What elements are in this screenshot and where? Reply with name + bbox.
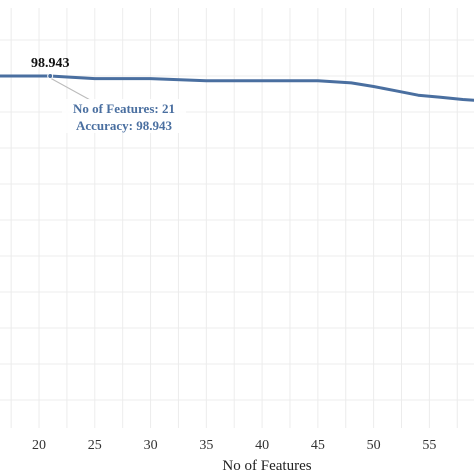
tooltip-line-accuracy: Accuracy: 98.943 — [76, 118, 173, 133]
x-tick-label: 50 — [367, 438, 381, 453]
tooltip-box — [62, 99, 186, 133]
highlighted-data-point[interactable] — [47, 73, 54, 79]
x-tick-label: 55 — [422, 438, 436, 453]
gridlines — [0, 8, 474, 428]
x-axis-label: No of Features — [222, 458, 311, 474]
x-tick-label: 25 — [88, 438, 102, 453]
annotation-value-label: 98.943 — [31, 56, 70, 71]
x-tick-label: 20 — [32, 438, 46, 453]
x-tick-label: 40 — [255, 438, 269, 453]
x-tick-label: 35 — [199, 438, 213, 453]
annotation-group: 98.943 No of Features: 21 Accuracy: 98.9… — [31, 56, 186, 133]
tooltip-leader-line — [49, 77, 91, 101]
x-tick-labels: 20 25 30 35 40 45 50 55 — [32, 438, 436, 453]
x-tick-label: 45 — [311, 438, 325, 453]
tooltip-line-features: No of Features: 21 — [73, 101, 175, 116]
series-line-group — [0, 74, 474, 102]
x-tick-label: 30 — [144, 438, 158, 453]
accuracy-series-line — [0, 74, 474, 102]
